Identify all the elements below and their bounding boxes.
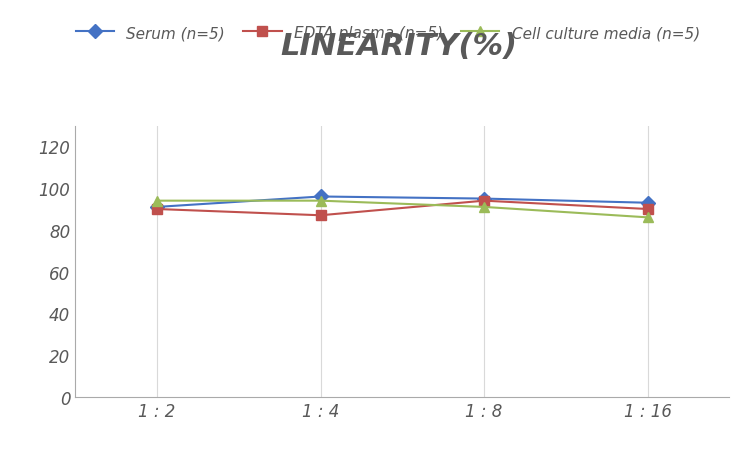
- Legend: Serum (n=5), EDTA plasma (n=5), Cell culture media (n=5): Serum (n=5), EDTA plasma (n=5), Cell cul…: [70, 20, 706, 47]
- Serum (n=5): [316, 194, 325, 200]
- Serum (n=5): [480, 197, 489, 202]
- Cell culture media (n=5): [643, 215, 652, 221]
- Cell culture media (n=5): [153, 198, 162, 204]
- EDTA plasma (n=5): [643, 207, 652, 212]
- Serum (n=5): [153, 205, 162, 210]
- Line: EDTA plasma (n=5): EDTA plasma (n=5): [152, 196, 653, 221]
- Line: Cell culture media (n=5): Cell culture media (n=5): [152, 196, 653, 223]
- EDTA plasma (n=5): [480, 198, 489, 204]
- Text: LINEARITY(%): LINEARITY(%): [280, 32, 517, 60]
- Line: Serum (n=5): Serum (n=5): [152, 192, 653, 212]
- Serum (n=5): [643, 201, 652, 206]
- Cell culture media (n=5): [480, 205, 489, 210]
- Cell culture media (n=5): [316, 198, 325, 204]
- EDTA plasma (n=5): [316, 213, 325, 218]
- EDTA plasma (n=5): [153, 207, 162, 212]
